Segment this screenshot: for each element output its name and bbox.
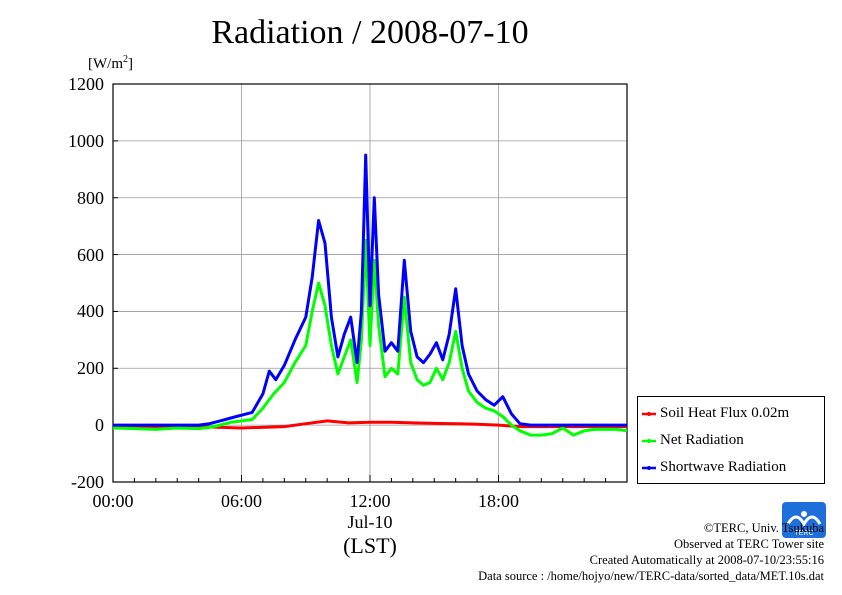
legend-swatch (642, 465, 656, 470)
x-tick-label: 00:00 (92, 491, 134, 511)
legend-label: Soil Heat Flux 0.02m (660, 405, 790, 421)
y-tick-label: 200 (77, 358, 104, 379)
legend-swatch (642, 438, 656, 443)
series-line-2 (113, 153, 627, 427)
x-axis-label: (LST) (343, 533, 397, 558)
y-tick-label: 400 (77, 301, 104, 322)
legend-label: Net Radiation (660, 432, 744, 448)
date-label: Jul-10 (347, 512, 393, 532)
source-text: Data source : /home/hojyo/new/TERC-data/… (478, 569, 824, 583)
terc-logo: TERC (782, 502, 826, 538)
y-tick-label: -200 (71, 472, 104, 492)
y-tick-label: 0 (95, 415, 104, 436)
svg-text:TERC: TERC (794, 530, 813, 537)
y-tick-label: 800 (77, 187, 104, 208)
x-tick-label: 18:00 (477, 491, 519, 511)
y-axis-unit-label: [W/m2] (88, 54, 133, 72)
site-text: Observed at TERC Tower site (673, 537, 824, 551)
legend-item: Net Radiation (642, 429, 744, 451)
plot-frame (112, 83, 628, 483)
y-tick-label: 1000 (68, 130, 104, 151)
series-line-0 (113, 419, 627, 430)
y-tick-label: 1200 (68, 74, 104, 94)
legend-item: Soil Heat Flux 0.02m (642, 402, 789, 424)
created-text: Created Automatically at 2008-07-10/23:5… (589, 553, 824, 567)
series-line-1 (112, 238, 628, 437)
legend-label: Shortwave Radiation (660, 459, 787, 475)
y-tick-label: 600 (77, 244, 104, 265)
copyright-text: ©TERC, Univ. Tsukuba (703, 521, 824, 535)
credits-block: ©TERC, Univ. Tsukuba Observed at TERC To… (478, 520, 824, 584)
chart-title: Radiation / 2008-07-10 (211, 14, 529, 51)
x-tick-label: 06:00 (220, 491, 262, 511)
legend: Soil Heat Flux 0.02m Net Radiation Shortwa… (637, 396, 825, 484)
legend-swatch (642, 411, 656, 416)
x-tick-label: 12:00 (349, 491, 391, 511)
legend-item: Shortwave Radiation (642, 456, 786, 478)
